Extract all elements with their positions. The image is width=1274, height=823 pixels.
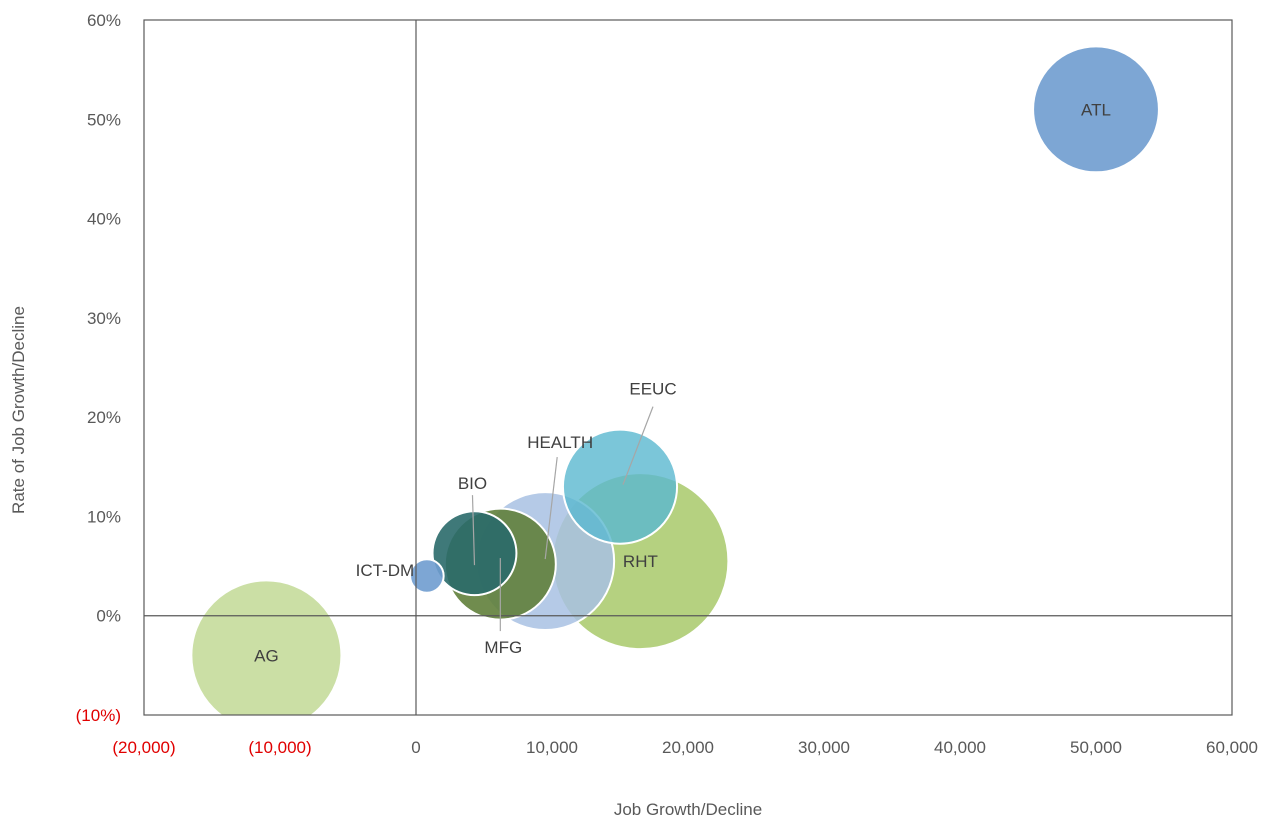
bubble-label-health: HEALTH	[527, 433, 593, 452]
y-tick-label: 10%	[87, 507, 121, 526]
bubble-label-mfg: MFG	[484, 638, 522, 657]
axes-layer	[143, 19, 1233, 716]
bubble-label-eeuc: EEUC	[629, 380, 676, 399]
bubble-ag	[190, 579, 343, 715]
y-tick-label: 60%	[87, 11, 121, 30]
x-tick-label: 0	[411, 738, 420, 757]
leader-lines	[471, 406, 654, 632]
bubble-labels: RHT AG ATL HEALTH EEUC MFG BIO ICT-DM	[254, 100, 1111, 665]
x-axis-title: Job Growth/Decline	[614, 800, 762, 819]
bubble-ict-dm	[409, 558, 445, 594]
x-tick-label: 30,000	[798, 738, 850, 757]
bubble-atl	[1032, 45, 1160, 174]
x-tick-label: (20,000)	[112, 738, 175, 757]
y-tick-label: 40%	[87, 210, 121, 229]
x-tick-label: 50,000	[1070, 738, 1122, 757]
x-tick-label: 20,000	[662, 738, 714, 757]
x-tick-label: 10,000	[526, 738, 578, 757]
y-tick-label: 0%	[96, 607, 121, 626]
leader-line-bio	[471, 495, 476, 566]
y-tick-label: 20%	[87, 408, 121, 427]
x-tick-label: 40,000	[934, 738, 986, 757]
bubble-layer	[190, 45, 1160, 715]
plot-border	[143, 19, 1233, 716]
bubble-label-atl: ATL	[1081, 100, 1111, 119]
tick-labels: (20,000) (10,000) 0 10,000 20,000 30,000 40,00…	[76, 11, 1258, 757]
bubble-label-ict-dm: ICT-DM	[356, 561, 415, 580]
y-tick-label: (10%)	[76, 706, 121, 725]
y-axis-title: Rate of Job Growth/Decline	[9, 306, 28, 514]
bubble-label-rht: RHT	[623, 552, 658, 571]
x-tick-label: (10,000)	[248, 738, 311, 757]
bubble-label-ag: AG	[254, 646, 279, 665]
y-tick-label: 30%	[87, 309, 121, 328]
leader-line-health	[544, 457, 558, 560]
y-tick-label: 50%	[87, 110, 121, 129]
bubble-eeuc	[561, 428, 679, 545]
leader-line-eeuc	[622, 406, 654, 485]
bubble-label-bio: BIO	[458, 474, 487, 493]
x-tick-label: 60,000	[1206, 738, 1258, 757]
